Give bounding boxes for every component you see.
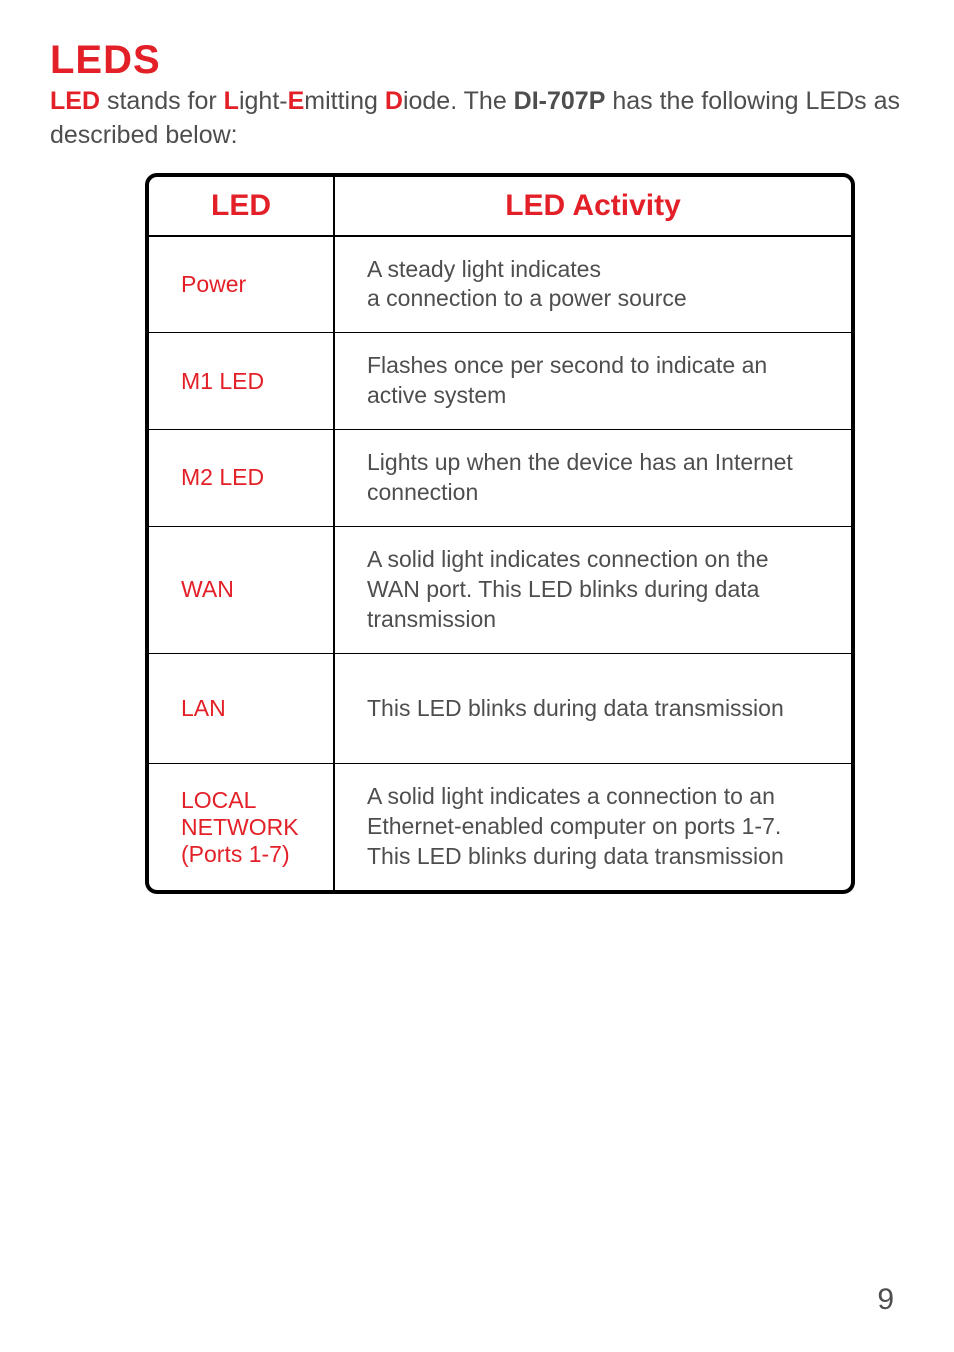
led-table: LED LED Activity PowerA steady light ind… <box>145 173 855 895</box>
led-name-cell: Power <box>149 236 334 333</box>
table-row: M1 LEDFlashes once per second to indicat… <box>149 333 851 430</box>
led-name-cell: M1 LED <box>149 333 334 430</box>
intro-light: ight- <box>239 87 288 115</box>
table-header-row: LED LED Activity <box>149 177 851 236</box>
page-title: LEDS <box>50 38 904 83</box>
intro-L: L <box>224 87 239 115</box>
table-row: LOCAL NETWORK (Ports 1-7)A solid light i… <box>149 764 851 890</box>
led-activity-cell: Flashes once per second to indicate an a… <box>334 333 851 430</box>
intro-paragraph: LED stands for Light-Emitting Diode. The… <box>50 85 904 153</box>
table-row: PowerA steady light indicates a connecti… <box>149 236 851 333</box>
header-led: LED <box>149 177 334 236</box>
intro-emitting: mitting <box>304 87 385 115</box>
led-activity-cell: This LED blinks during data transmission <box>334 653 851 764</box>
table-body: PowerA steady light indicates a connecti… <box>149 236 851 891</box>
led-activity-cell: A solid light indicates a connection to … <box>334 764 851 890</box>
led-name-cell: LOCAL NETWORK (Ports 1-7) <box>149 764 334 890</box>
intro-E: E <box>288 87 305 115</box>
product-name: DI-707P <box>514 87 606 115</box>
led-activity-cell: Lights up when the device has an Interne… <box>334 430 851 527</box>
intro-pre: stands for <box>100 87 224 115</box>
led-activity-cell: A steady light indicates a connection to… <box>334 236 851 333</box>
led-name-cell: WAN <box>149 526 334 653</box>
intro-D: D <box>385 87 403 115</box>
table-row: WANA solid light indicates connection on… <box>149 526 851 653</box>
table-row: M2 LEDLights up when the device has an I… <box>149 430 851 527</box>
page-number: 9 <box>877 1283 894 1317</box>
table-row: LANThis LED blinks during data transmiss… <box>149 653 851 764</box>
led-table-inner: LED LED Activity PowerA steady light ind… <box>149 177 851 891</box>
led-name-cell: M2 LED <box>149 430 334 527</box>
header-activity: LED Activity <box>334 177 851 236</box>
led-name-cell: LAN <box>149 653 334 764</box>
led-activity-cell: A solid light indicates connection on th… <box>334 526 851 653</box>
led-acronym: LED <box>50 87 100 115</box>
intro-diode: iode. The <box>403 87 514 115</box>
